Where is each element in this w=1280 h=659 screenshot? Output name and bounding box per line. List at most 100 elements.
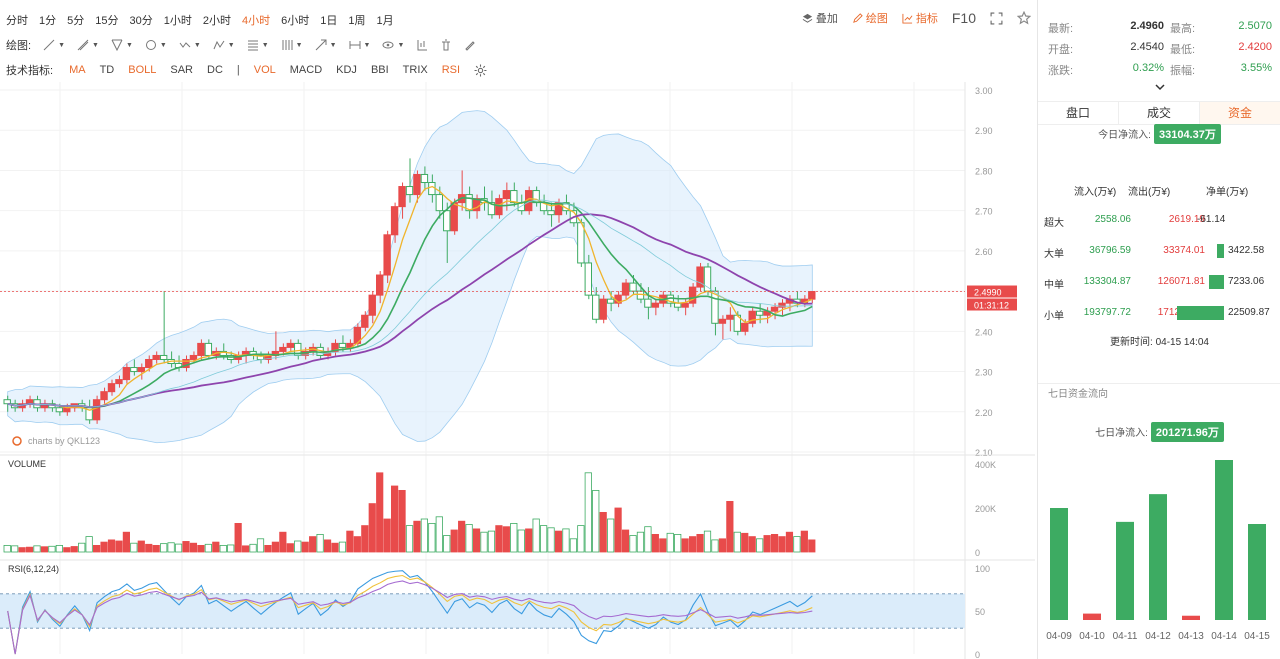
shape-tool[interactable]: ▼ (145, 39, 167, 51)
volume-bar (711, 539, 719, 553)
indicator-macd[interactable]: MACD (289, 64, 323, 76)
tab-orderbook[interactable]: 盘口 (1038, 102, 1119, 124)
rsi-axis-label: 50 (975, 607, 985, 617)
period-0[interactable]: 分时 (6, 15, 28, 27)
seven-day-inflow: 七日净流入: 201271.96万 (1038, 422, 1280, 442)
seven-day-inflow-value: 201271.96万 (1150, 422, 1224, 442)
indicator-ma[interactable]: MA (69, 64, 86, 76)
volume-bar (450, 529, 458, 553)
chevron-down-icon[interactable] (1154, 82, 1166, 92)
rsi-label: RSI(6,12,24) (8, 564, 59, 574)
line-chart-icon (902, 13, 913, 24)
seven-day-bar (1050, 508, 1068, 620)
qkl-logo-icon (12, 436, 22, 446)
price-axis-label: 2.90 (975, 126, 993, 136)
volume-bar (390, 485, 399, 553)
indicator-trix[interactable]: TRIX (402, 64, 428, 76)
indicator-boll[interactable]: BOLL (128, 64, 157, 76)
flow-in: 36796.59 (1089, 245, 1131, 256)
period-8[interactable]: 6小时 (281, 15, 310, 27)
seven-day-date: 04-10 (1079, 631, 1105, 642)
period-2[interactable]: 5分 (67, 15, 85, 27)
eye-icon (382, 41, 394, 49)
fib-icon (111, 39, 123, 51)
candle (621, 279, 630, 300)
kline-chart[interactable]: 3.002.902.802.702.602.502.402.302.202.10… (0, 82, 1035, 659)
candle (390, 202, 399, 243)
volume-bar (666, 532, 674, 553)
fullscreen-icon[interactable] (990, 12, 1003, 25)
line-tool[interactable]: ▼ (43, 39, 65, 51)
tab-funds[interactable]: 资金 (1200, 102, 1280, 124)
indicator-vol[interactable]: VOL (253, 64, 276, 76)
period-9[interactable]: 1日 (320, 15, 338, 27)
arrow-tool[interactable]: ▼ (315, 39, 337, 51)
indicator-bbi[interactable]: BBI (370, 64, 389, 76)
flow-net: 3422.58 (1228, 245, 1265, 256)
star-icon[interactable] (1017, 11, 1031, 25)
candle (703, 262, 712, 296)
volume-axis-label: 400K (975, 460, 996, 470)
seven-day-date: 04-13 (1178, 631, 1204, 642)
candle (718, 315, 727, 340)
price-tag (967, 285, 1017, 298)
sidebar-tabs: 盘口 成交 资金 (1038, 101, 1280, 125)
period-7[interactable]: 4小时 (242, 15, 271, 27)
period-1[interactable]: 1分 (39, 15, 57, 27)
range-tool[interactable]: ▼ (349, 39, 370, 51)
volume-bar (502, 526, 510, 553)
period-3[interactable]: 15分 (95, 15, 119, 27)
volume-bar (182, 541, 190, 553)
volume-bar (152, 544, 160, 553)
volume-bar (472, 528, 481, 553)
change-label: 涨跌: (1048, 65, 1074, 77)
arrow-icon (315, 39, 327, 51)
volume-bar (25, 546, 34, 553)
channel-tool[interactable]: ▼ (281, 39, 303, 51)
period-5[interactable]: 1小时 (163, 15, 192, 27)
volume-bar (689, 536, 697, 553)
volume-bar (785, 531, 794, 553)
layers-icon (802, 13, 813, 23)
fib-tool[interactable]: ▼ (111, 39, 133, 51)
volume-bar (338, 541, 347, 553)
draw-tools-label: 绘图: (6, 40, 32, 52)
indicator-label: 指标 (915, 13, 938, 25)
volume-bar (301, 541, 309, 553)
wave-tool[interactable]: ▼ (179, 39, 201, 51)
indicator-td[interactable]: TD (99, 64, 115, 76)
delete-drawing-tool[interactable] (440, 39, 452, 51)
volume-bar (495, 525, 503, 553)
overlay-button[interactable]: 叠加 (802, 10, 838, 26)
indicator-rsi[interactable]: RSI (441, 64, 461, 76)
draw-button[interactable]: 绘图 (852, 10, 888, 26)
flow-type: 中单 (1044, 280, 1064, 291)
gear-icon[interactable] (474, 64, 487, 77)
brush-tool[interactable] (464, 39, 476, 51)
volume-bar (204, 543, 212, 553)
seven-day-date: 04-12 (1145, 631, 1171, 642)
period-4[interactable]: 30分 (129, 15, 153, 27)
volume-bar (562, 528, 570, 553)
candle (592, 287, 600, 324)
indicator-kdj[interactable]: KDJ (336, 64, 357, 76)
candle (197, 339, 205, 360)
measure-tool[interactable] (416, 39, 428, 51)
pattern-tool[interactable]: ▼ (213, 39, 235, 51)
period-6[interactable]: 2小时 (202, 15, 231, 27)
volume-bar (40, 546, 49, 553)
volume-bar (241, 545, 250, 553)
tab-trades[interactable]: 成交 (1119, 102, 1200, 124)
annotation-tool[interactable]: ▼ (382, 39, 404, 51)
gann-tool[interactable]: ▼ (247, 39, 269, 51)
seven-day-title: 七日资金流向 (1038, 383, 1280, 403)
price-axis-label: 2.10 (975, 448, 993, 458)
period-10[interactable]: 1周 (348, 15, 366, 27)
indicator-sar[interactable]: SAR (170, 64, 193, 76)
period-11[interactable]: 1月 (376, 15, 394, 27)
ray-tool[interactable]: ▼ (77, 39, 99, 51)
f10-button[interactable]: F10 (951, 10, 976, 26)
candle (353, 323, 362, 348)
indicator-dc[interactable]: DC (207, 64, 223, 76)
indicator-button[interactable]: 指标 (902, 10, 938, 26)
